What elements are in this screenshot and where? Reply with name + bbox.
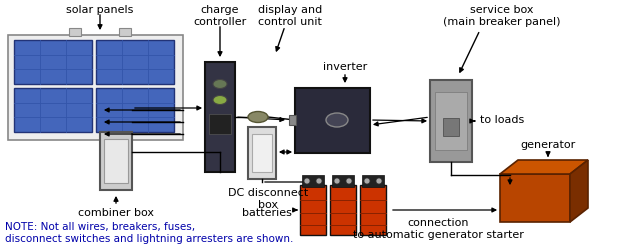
- Ellipse shape: [248, 112, 268, 123]
- FancyBboxPatch shape: [295, 88, 370, 153]
- Circle shape: [346, 178, 352, 184]
- Text: combiner box: combiner box: [78, 208, 154, 218]
- FancyBboxPatch shape: [435, 92, 467, 150]
- Polygon shape: [570, 160, 588, 222]
- FancyBboxPatch shape: [302, 175, 324, 187]
- FancyBboxPatch shape: [332, 175, 354, 187]
- Text: NOTE: Not all wires, breakers, fuses,
disconnect switches and lightning arrester: NOTE: Not all wires, breakers, fuses, di…: [5, 222, 294, 244]
- FancyBboxPatch shape: [100, 132, 132, 190]
- Text: solar panels: solar panels: [66, 5, 134, 15]
- Text: service box
(main breaker panel): service box (main breaker panel): [444, 5, 561, 27]
- FancyBboxPatch shape: [289, 115, 296, 125]
- FancyBboxPatch shape: [96, 88, 174, 132]
- FancyBboxPatch shape: [252, 134, 272, 172]
- FancyBboxPatch shape: [119, 28, 131, 36]
- FancyBboxPatch shape: [96, 40, 174, 84]
- Polygon shape: [500, 160, 588, 174]
- Text: connection
to automatic generator starter: connection to automatic generator starte…: [353, 218, 524, 240]
- Circle shape: [376, 178, 382, 184]
- FancyBboxPatch shape: [430, 80, 472, 162]
- Circle shape: [334, 178, 340, 184]
- Ellipse shape: [326, 113, 348, 127]
- Text: display and
control unit: display and control unit: [258, 5, 322, 27]
- Circle shape: [364, 178, 370, 184]
- FancyBboxPatch shape: [205, 62, 235, 172]
- FancyBboxPatch shape: [443, 118, 459, 136]
- FancyBboxPatch shape: [14, 40, 92, 84]
- FancyBboxPatch shape: [104, 139, 128, 183]
- FancyBboxPatch shape: [209, 114, 231, 134]
- Polygon shape: [500, 174, 570, 222]
- FancyBboxPatch shape: [14, 88, 92, 132]
- Text: charge
controller: charge controller: [193, 5, 246, 27]
- Ellipse shape: [213, 95, 227, 104]
- Text: batteries: batteries: [242, 208, 292, 218]
- Circle shape: [316, 178, 322, 184]
- Ellipse shape: [213, 80, 227, 89]
- Text: DC disconnect
box: DC disconnect box: [228, 188, 308, 210]
- FancyBboxPatch shape: [330, 185, 356, 235]
- FancyBboxPatch shape: [362, 175, 384, 187]
- Text: inverter: inverter: [323, 62, 367, 72]
- FancyBboxPatch shape: [360, 185, 386, 235]
- FancyBboxPatch shape: [69, 28, 81, 36]
- Circle shape: [304, 178, 310, 184]
- Text: generator: generator: [520, 140, 576, 150]
- FancyBboxPatch shape: [248, 127, 276, 179]
- FancyBboxPatch shape: [300, 185, 326, 235]
- Text: to loads: to loads: [480, 115, 524, 125]
- FancyBboxPatch shape: [8, 35, 183, 140]
